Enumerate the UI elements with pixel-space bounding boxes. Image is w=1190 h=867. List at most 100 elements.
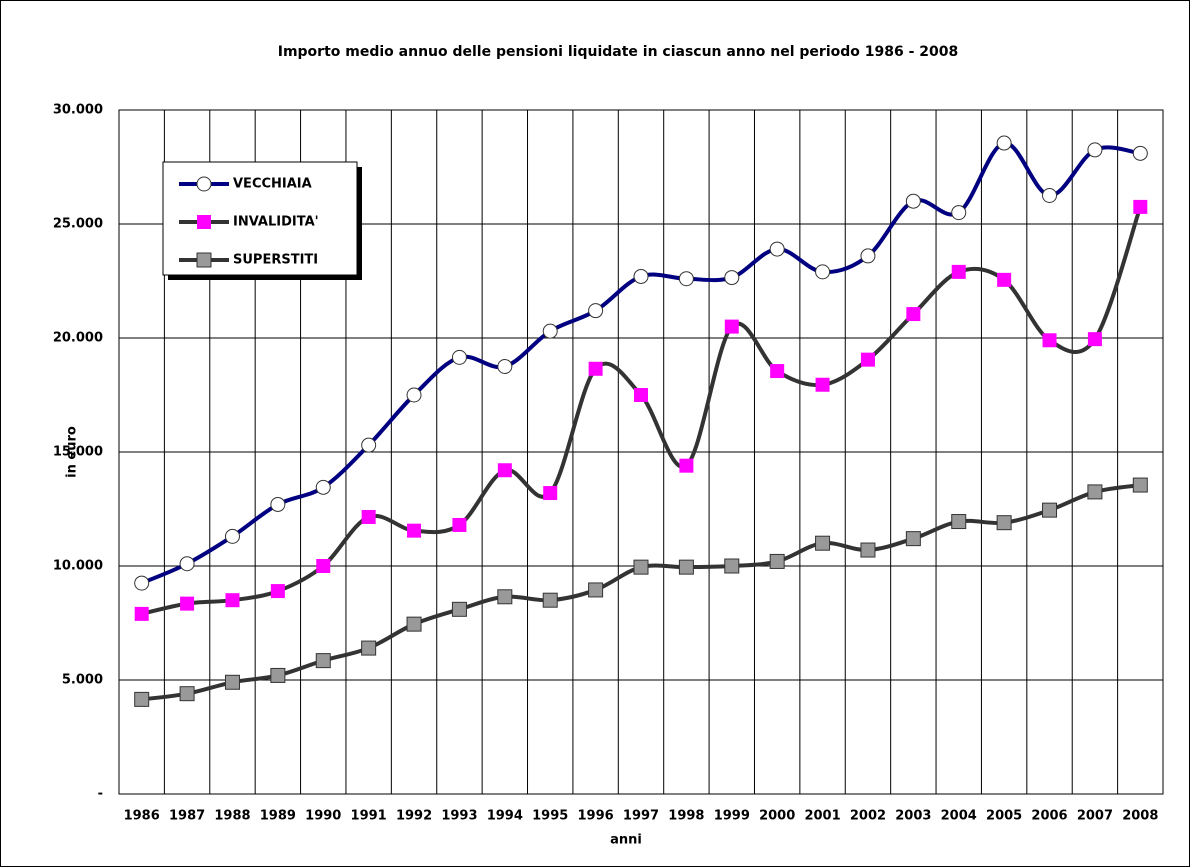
data-point — [1133, 199, 1148, 214]
data-point — [1042, 188, 1058, 203]
data-point — [815, 535, 831, 551]
data-point — [588, 582, 604, 598]
x-tick-label: 1999 — [714, 809, 750, 824]
data-point — [225, 593, 240, 608]
y-tick-label: 15.000 — [53, 445, 103, 460]
data-point — [588, 361, 603, 376]
x-tick-label: 1994 — [487, 809, 523, 824]
data-point — [224, 674, 240, 690]
plot-border — [118, 109, 1164, 795]
x-axis-label: anni — [610, 833, 642, 848]
legend-label: INVALIDITA' — [233, 215, 319, 230]
data-point — [224, 528, 240, 544]
data-point — [633, 559, 649, 575]
data-point — [815, 264, 831, 280]
x-tick-label: 1997 — [623, 809, 659, 824]
data-point — [905, 193, 921, 209]
data-point — [361, 509, 376, 524]
data-point — [634, 388, 648, 402]
data-point — [315, 653, 331, 669]
data-point — [179, 556, 195, 572]
data-point — [633, 268, 649, 284]
y-tick-label: 25.000 — [53, 217, 103, 232]
data-point — [996, 135, 1012, 151]
data-point — [678, 559, 694, 575]
data-point — [860, 542, 876, 558]
x-tick-label: 2002 — [850, 809, 886, 824]
data-point — [860, 352, 875, 367]
data-point — [452, 517, 467, 532]
data-point — [997, 272, 1012, 287]
x-tick-label: 2000 — [759, 809, 795, 824]
x-tick-label: 2001 — [804, 809, 840, 824]
chart-title: Importo medio annuo delle pensioni liqui… — [278, 44, 959, 60]
x-tick-label: 1998 — [668, 809, 704, 824]
data-point — [134, 691, 150, 707]
x-tick-label: 1988 — [214, 809, 250, 824]
data-point — [1132, 477, 1148, 493]
legend-label: SUPERSTITI — [233, 253, 318, 268]
legend-marker — [197, 215, 211, 229]
data-point — [270, 667, 286, 683]
x-tick-label: 1987 — [169, 809, 205, 824]
data-point — [906, 307, 921, 322]
legend-marker — [196, 176, 212, 192]
data-point — [1087, 484, 1103, 500]
x-tick-label: 2004 — [941, 809, 977, 824]
y-tick-label: 30.000 — [53, 103, 103, 118]
data-point — [270, 496, 286, 512]
data-point — [406, 387, 422, 403]
x-tick-label: 1990 — [305, 809, 341, 824]
data-point — [179, 686, 195, 702]
data-point — [905, 531, 921, 547]
data-point — [451, 349, 467, 365]
x-tick-label: 2005 — [986, 809, 1022, 824]
data-point — [407, 523, 422, 538]
x-tick-label: 1989 — [260, 809, 296, 824]
data-point — [1087, 142, 1103, 158]
data-point — [316, 559, 331, 573]
data-point — [769, 553, 785, 569]
data-point — [724, 270, 740, 286]
data-point — [361, 640, 377, 656]
data-point — [769, 241, 785, 257]
data-point — [542, 592, 558, 608]
data-point — [406, 616, 422, 632]
data-point — [860, 248, 876, 264]
data-point — [1132, 145, 1148, 161]
data-point — [678, 271, 694, 287]
data-point — [724, 319, 739, 334]
y-tick-label: - — [98, 787, 103, 802]
x-tick-label: 1986 — [124, 809, 160, 824]
x-tick-label: 2006 — [1031, 809, 1067, 824]
x-tick-label: 1996 — [578, 809, 614, 824]
data-point — [270, 584, 285, 599]
data-point — [951, 205, 967, 221]
x-tick-label: 1991 — [351, 809, 387, 824]
data-point — [134, 606, 149, 621]
data-point — [724, 558, 740, 574]
legend-marker — [196, 252, 212, 268]
data-point — [679, 458, 694, 473]
data-point — [1042, 333, 1057, 348]
x-tick-label: 2003 — [895, 809, 931, 824]
data-point — [815, 377, 830, 392]
data-point — [180, 596, 195, 611]
data-point — [996, 515, 1012, 531]
data-point — [951, 514, 967, 530]
y-tick-label: 5.000 — [62, 673, 103, 688]
x-tick-label: 1992 — [396, 809, 432, 824]
data-point — [1087, 332, 1102, 347]
x-tick-label: 1993 — [441, 809, 477, 824]
data-point — [770, 364, 785, 379]
y-axis-label: in euro — [65, 426, 80, 478]
data-point — [588, 303, 604, 319]
x-tick-label: 2008 — [1122, 809, 1158, 824]
legend-box — [162, 161, 358, 276]
x-tick-label: 1995 — [532, 809, 568, 824]
data-point — [1042, 502, 1058, 518]
y-tick-label: 20.000 — [53, 331, 103, 346]
legend-label: VECCHIAIA — [233, 177, 312, 192]
